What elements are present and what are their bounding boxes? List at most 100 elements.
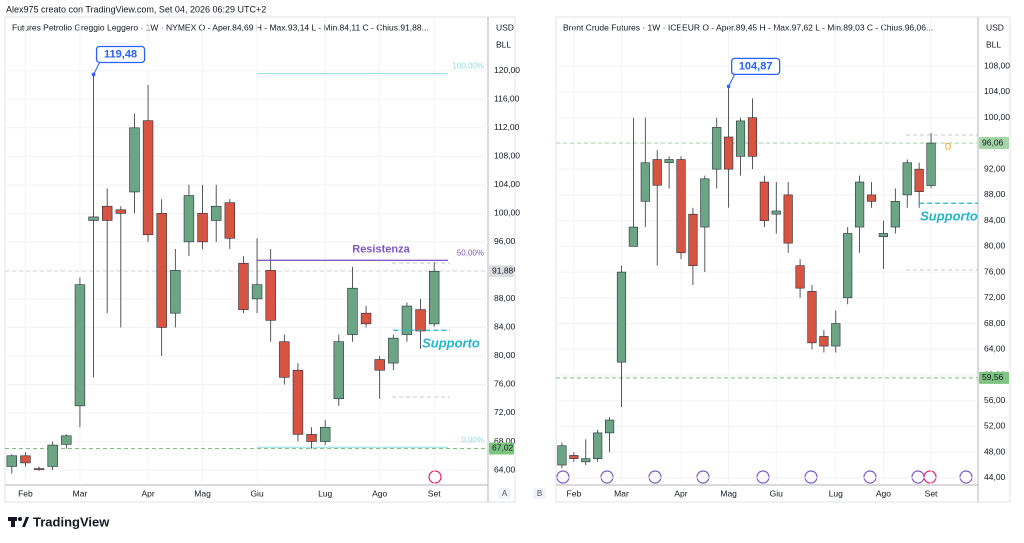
candle-body [156, 213, 167, 328]
y-tick-label: 68,00 [984, 318, 1006, 328]
candle-body [20, 455, 31, 464]
candle-body [640, 162, 650, 202]
candle-body [183, 195, 195, 243]
axis-button[interactable] [498, 488, 511, 499]
candle-body [569, 455, 579, 459]
x-tick-label: Ago [372, 488, 387, 498]
unit-label: BLL [496, 39, 511, 49]
candle-body [664, 159, 674, 164]
candle-body [428, 270, 440, 325]
price-tag-label: 91,88 [492, 265, 514, 275]
y-tick-label: 100,00 [984, 112, 1010, 122]
y-tick-label: 112,00 [494, 122, 520, 132]
y-tick-label: 88,00 [494, 293, 516, 303]
candle-body [47, 444, 58, 467]
y-tick-label: 44,00 [984, 472, 1006, 482]
candle-body [652, 159, 662, 186]
callout-pointer [728, 74, 736, 87]
candle-body [374, 359, 385, 371]
candle-body [807, 291, 817, 344]
candle-body [866, 194, 877, 202]
y-tick-label: 72,00 [494, 407, 516, 417]
candle-body [347, 287, 358, 335]
candle-body [129, 127, 140, 193]
candle-body [333, 341, 345, 400]
y-tick-label: 64,00 [984, 344, 1006, 354]
price-tag [489, 265, 514, 278]
candle-body [819, 336, 829, 347]
fib-label: 50,00% [457, 249, 484, 258]
price-tag [979, 371, 1009, 384]
x-tick-label: Giu [250, 488, 264, 498]
currency-label: USD [496, 22, 514, 32]
candle-body [593, 432, 603, 459]
candle-body [557, 445, 567, 466]
candle-body [700, 178, 710, 228]
callout-dot [726, 84, 731, 89]
candle-body [279, 341, 290, 378]
header: Alex975 creato con TradingView.com, Set … [6, 4, 266, 14]
candle-body [795, 265, 805, 289]
candle-body [581, 458, 591, 463]
candle-body [292, 369, 304, 435]
x-tick-label: Feb [567, 488, 582, 498]
candle-body [251, 284, 263, 300]
candle-body [388, 337, 399, 364]
y-tick-label: 108,00 [494, 151, 520, 161]
candle-body [197, 213, 208, 243]
unit-label: BLL [986, 39, 1001, 49]
level-label: Supporto [422, 336, 480, 351]
y-tick-label: 120,00 [494, 65, 520, 75]
candle-body [224, 202, 236, 239]
candle-body [724, 136, 734, 170]
y-tick-label: 104,00 [494, 179, 520, 189]
x-tick-label: Apr [674, 488, 687, 498]
price-tag-label: 67,02 [492, 443, 514, 453]
fib-label: 0,00% [461, 435, 484, 444]
candle-body [878, 233, 889, 238]
y-tick-label: 72,00 [984, 292, 1006, 302]
candle-body [843, 233, 853, 299]
candle-body [170, 270, 181, 314]
y-tick-label: 68,00 [494, 436, 516, 446]
y-tick-label: 52,00 [984, 421, 1006, 431]
y-tick-label: 48,00 [984, 446, 1006, 456]
y-tick-label: 76,00 [984, 266, 1006, 276]
candle-body [61, 435, 72, 445]
event-icons [428, 470, 973, 484]
y-tick-label: 80,00 [984, 241, 1006, 251]
panel-frame [4, 16, 516, 503]
candle-body [604, 419, 615, 434]
candle-body [688, 213, 698, 266]
x-tick-label: Lug [829, 488, 843, 498]
y-tick-label: 96,00 [494, 236, 516, 246]
candle-body [902, 162, 912, 196]
candle-body [628, 226, 638, 247]
candle-body [676, 159, 686, 254]
chart-legend: Brent Crude Futures · 1W · ICEEUR O - Ap… [563, 22, 933, 32]
price-tag [979, 137, 1009, 150]
x-tick-label: Mag [194, 488, 211, 498]
x-tick-label: Set [925, 488, 938, 498]
fib-label: 100,00% [452, 62, 484, 71]
callout-label: 119,48 [104, 48, 137, 60]
callout-box [95, 45, 146, 64]
y-tick-label: 84,00 [984, 215, 1006, 225]
candle-body [6, 455, 18, 467]
callout-label: 104,87 [739, 60, 773, 72]
dividend-marker: D [945, 141, 952, 151]
callout-dot [91, 72, 96, 77]
axis-button-label[interactable]: B [537, 489, 542, 498]
candle-body [415, 309, 426, 332]
candle-body [914, 168, 924, 192]
axis-button[interactable] [533, 488, 546, 499]
callout-pointer [93, 62, 101, 75]
axis-button-label[interactable]: A [502, 489, 508, 498]
candle-body [238, 262, 249, 310]
chart-legend: Futures Petrolio Greggio Leggero · 1W · … [12, 22, 429, 32]
x-tick-label: Apr [141, 488, 154, 498]
y-tick-label: 84,00 [494, 322, 516, 332]
y-tick-label: 80,00 [494, 350, 516, 360]
price-tag [489, 442, 514, 455]
level-label: Supporto [920, 209, 978, 224]
